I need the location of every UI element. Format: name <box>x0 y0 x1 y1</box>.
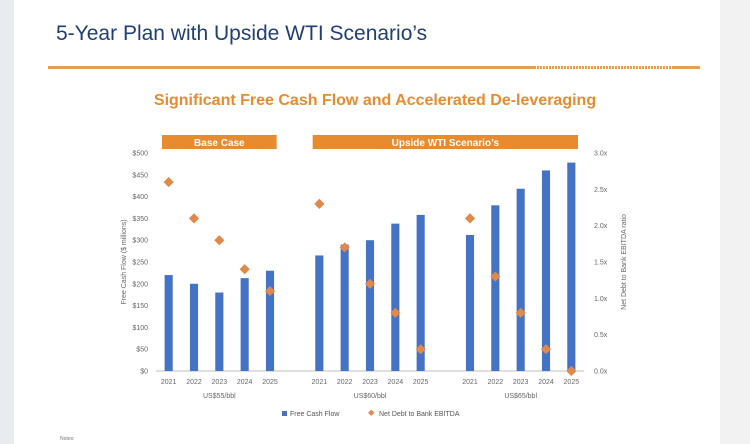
fcf-bar <box>315 255 324 371</box>
x-tick-label: 2021 <box>462 379 478 386</box>
leverage-marker <box>314 198 325 209</box>
slide: 5-Year Plan with Upside WTI Scenario’s S… <box>14 0 720 444</box>
leverage-marker <box>464 213 476 224</box>
leverage-marker <box>188 213 200 224</box>
y-tick-label: $400 <box>132 194 148 201</box>
fcf-bar <box>416 214 425 371</box>
scenario-banner-label: Upside WTI Scenario’s <box>392 138 500 149</box>
chart-title: Significant Free Cash Flow and Accelerat… <box>153 92 597 109</box>
x-tick-label: 2023 <box>362 379 378 386</box>
fcf-bar <box>215 292 224 371</box>
fcf-bar <box>465 234 475 371</box>
fcf-bar <box>491 205 500 371</box>
x-tick-label: 2025 <box>564 379 580 386</box>
y2-tick-label: 0.0x <box>594 369 608 376</box>
x-tick-label: 2022 <box>186 379 202 386</box>
y-tick-label: $500 <box>132 151 148 158</box>
group-label: US$55/bbl <box>203 393 236 400</box>
fcf-bar <box>240 278 249 371</box>
leverage-marker <box>163 176 174 188</box>
title-divider <box>48 66 700 69</box>
leverage-marker <box>490 271 501 282</box>
notes-label: Notes: <box>60 436 75 442</box>
y-tick-label: $150 <box>132 303 148 310</box>
y-tick-label: $450 <box>132 172 148 179</box>
leverage-marker <box>566 365 577 377</box>
x-tick-label: 2024 <box>237 379 253 386</box>
legend-swatch-bar <box>282 411 287 416</box>
y-tick-label: $50 <box>136 347 148 354</box>
y-tick-label: $200 <box>132 281 148 288</box>
y-tick-label: $100 <box>132 325 148 332</box>
leverage-marker <box>339 242 350 253</box>
page-title: 5-Year Plan with Upside WTI Scenario’s <box>56 22 428 45</box>
x-tick-label: 2023 <box>513 379 529 386</box>
fcf-bar <box>567 162 576 371</box>
scenario-banner-label: Base Case <box>194 138 245 149</box>
fcf-bar <box>391 223 400 371</box>
leverage-marker <box>515 307 526 318</box>
x-tick-label: 2022 <box>488 379 504 386</box>
legend-swatch-marker <box>368 409 375 416</box>
x-tick-label: 2025 <box>262 379 278 386</box>
y-axis-title: Free Cash Flow ($ millions) <box>121 219 128 304</box>
scenario-banner <box>312 135 578 149</box>
y2-tick-label: 1.5x <box>594 260 608 267</box>
x-tick-label: 2021 <box>161 379 177 386</box>
x-tick-label: 2024 <box>538 379 554 386</box>
leverage-marker <box>540 344 552 355</box>
leverage-marker <box>415 344 426 355</box>
group-label: US$65/bbl <box>504 393 537 400</box>
x-tick-label: 2023 <box>212 379 228 386</box>
leverage-marker <box>364 278 376 289</box>
y2-tick-label: 3.0x <box>594 151 608 158</box>
y2-tick-label: 0.5x <box>594 332 608 339</box>
y2-tick-label: 2.0x <box>594 223 608 230</box>
leverage-marker <box>390 307 401 318</box>
leverage-marker <box>214 235 225 246</box>
fcf-bar <box>164 275 173 371</box>
y-tick-label: $350 <box>132 216 148 223</box>
fcf-bar <box>265 270 275 371</box>
scenario-banner <box>162 135 277 149</box>
fcf-bar <box>189 283 199 371</box>
left-border <box>0 0 14 444</box>
legend-label: Net Debt to Bank EBITDA <box>379 411 460 418</box>
y2-axis-title: Net Debt to Bank EBITDA ratio <box>621 214 628 310</box>
legend-label: Free Cash Flow <box>290 411 340 418</box>
y2-tick-label: 1.0x <box>594 296 608 303</box>
fcf-bar <box>365 240 375 371</box>
y-tick-label: $300 <box>132 238 148 245</box>
y-tick-label: $250 <box>132 260 148 267</box>
x-tick-label: 2024 <box>388 379 404 386</box>
fcf-bar <box>340 244 349 371</box>
leverage-marker <box>264 285 276 297</box>
title-divider-pattern <box>534 66 674 69</box>
x-tick-label: 2022 <box>337 379 353 386</box>
x-tick-label: 2021 <box>312 379 328 386</box>
fcf-bar <box>541 170 551 371</box>
fcf-bar <box>516 188 525 371</box>
y2-tick-label: 2.5x <box>594 187 608 194</box>
group-label: US$60/bbl <box>354 393 387 400</box>
x-tick-label: 2025 <box>413 379 429 386</box>
right-border <box>720 0 750 444</box>
y-tick-label: $0 <box>140 369 148 376</box>
fcf-leverage-chart: $0 $50 $100 $150 $200 $250 $300 $350 $400 $450 $50… <box>121 135 628 418</box>
leverage-marker <box>239 264 250 275</box>
